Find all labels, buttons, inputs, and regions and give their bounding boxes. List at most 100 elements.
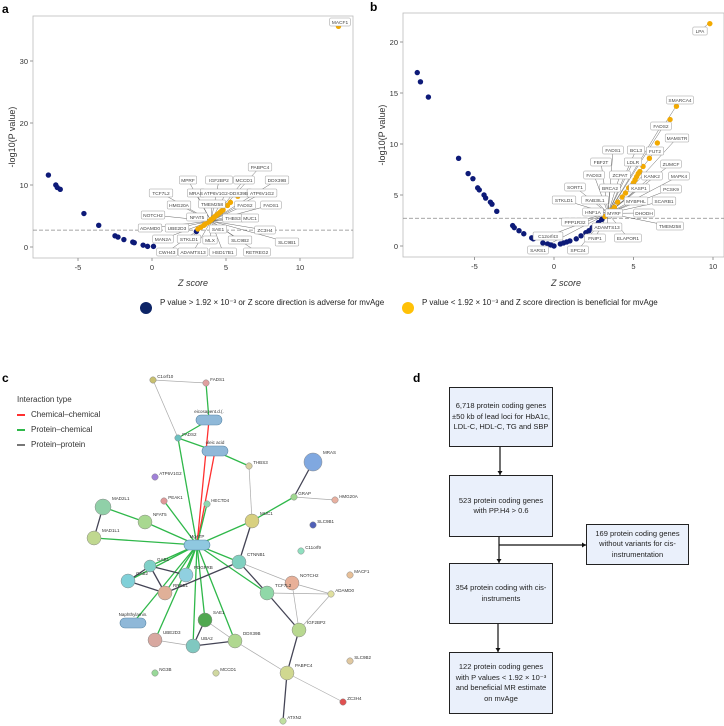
node-label: MUC1 — [260, 511, 273, 516]
edge-PABPC4-ZC3H4 — [286, 672, 344, 703]
beneficial-gene-point — [622, 190, 629, 196]
x-tick-label: 0 — [552, 262, 556, 271]
gene-label-box — [177, 247, 209, 257]
node-label: C1orf10 — [157, 374, 174, 379]
edge-MgATP-RREB1 — [164, 544, 198, 594]
gene-label-box — [591, 222, 623, 232]
edge-TCF7L2-IGF2BP2 — [266, 592, 300, 631]
beneficial-gene-point — [637, 168, 643, 175]
adverse-gene-point — [494, 208, 500, 215]
gene-label: FUT2 — [649, 149, 661, 155]
gene-label-box — [274, 237, 300, 247]
gene-label: BRCA2 — [602, 186, 618, 192]
node-eicosapent.d.(. — [195, 414, 223, 426]
gene-label: TMEM258 — [201, 202, 223, 208]
gene-label: SLC9B2 — [231, 238, 249, 244]
x-tick-label: 0 — [150, 263, 154, 272]
adverse-gene-point — [144, 243, 151, 250]
node-UBA2 — [185, 638, 201, 654]
node-NOTCH2 — [284, 575, 300, 591]
x-tick-label: 5 — [224, 263, 228, 272]
node-PABPC4 — [279, 665, 295, 681]
beneficial-gene-point — [654, 140, 661, 146]
node-TCF7L2 — [259, 585, 275, 601]
y-tick-label: 5 — [394, 191, 398, 200]
adverse-gene-point — [551, 243, 557, 249]
node-DDX39B — [227, 633, 243, 649]
node-MAD1L1 — [86, 530, 102, 546]
x-tick-label: 10 — [709, 262, 717, 271]
gene-label: ELAPOR1 — [617, 236, 639, 242]
panel-a-ylabel: -log10(P value) — [7, 107, 17, 168]
arrow-head — [495, 648, 501, 652]
gene-label: MLX — [205, 238, 216, 244]
legend-label: Chemical–chemical — [31, 410, 101, 419]
gene-label-box — [243, 247, 271, 257]
adverse-gene-point — [57, 186, 63, 193]
node-MgATP — [183, 539, 211, 551]
gene-label: SCARB1 — [654, 199, 674, 205]
node-GRAP — [290, 493, 298, 501]
gene-label-box — [176, 234, 202, 244]
gene-label-box — [656, 221, 684, 231]
gene-label-box — [567, 245, 589, 255]
node-SLC9B2 — [346, 657, 354, 665]
beneficial-gene-point — [227, 199, 234, 206]
gene-label: ATP6V1G2-DDX39B — [204, 191, 248, 197]
gene-label: ADAMTS13 — [594, 225, 620, 231]
edge-NOTCH2-IGF2BP2 — [291, 582, 300, 631]
gene-label-box — [666, 95, 694, 105]
node-C1orf10 — [149, 376, 157, 384]
node-label: GRAP — [298, 491, 311, 496]
gene-label: STKLD1 — [180, 237, 198, 243]
gene-label-box — [564, 182, 586, 192]
node-label: NOTCH2 — [300, 573, 319, 578]
node-label: NFAT5 — [153, 512, 167, 517]
panel-b-ylabel: -log10(P value) — [377, 105, 387, 166]
node-label: SAE1 — [213, 610, 225, 615]
adverse-gene-point — [465, 170, 471, 177]
node-HECTD4 — [203, 500, 211, 508]
panel-label-b: b — [370, 0, 378, 14]
gene-label-box — [246, 188, 278, 198]
y-tick-label: 0 — [394, 242, 398, 251]
gene-label-box — [166, 200, 192, 210]
legend-label: Protein–chemical — [31, 425, 93, 434]
y-tick-label: 10 — [20, 181, 28, 190]
legend-protein-chemical: Protein–chemical — [17, 425, 100, 440]
flow-box-excluded: 169 protein coding genes without variant… — [586, 524, 689, 565]
gene-label: DDX39B — [268, 178, 287, 184]
node-label: NG3B — [159, 667, 171, 672]
node-MCCD1 — [212, 669, 220, 677]
node-label: oleic acid — [206, 440, 225, 445]
node-ZC3H4 — [339, 698, 347, 706]
node-label: MRAS — [323, 450, 336, 455]
panel-label-d: d — [413, 371, 421, 385]
adverse-gene-point — [455, 155, 462, 161]
beneficial-gene-point — [646, 155, 653, 161]
gene-label: LPA — [696, 29, 706, 35]
node-C11orf9 — [297, 547, 305, 555]
gene-label: MPRF — [181, 178, 195, 184]
flowchart-arrows — [495, 447, 586, 652]
node-ATXN2 — [279, 717, 287, 725]
gene-label-box — [260, 200, 282, 210]
gene-label-box — [651, 196, 677, 206]
gene-label: SLC9B1 — [278, 240, 296, 246]
legend-blue-marker — [140, 302, 152, 314]
node-SLC9B1 — [309, 521, 317, 529]
gene-label: MRAS — [189, 191, 203, 197]
node-label: GAB2 — [136, 571, 149, 576]
node-label: UBA2 — [201, 636, 213, 641]
gene-label-box — [233, 175, 255, 185]
gene-label-box — [646, 146, 664, 156]
gene-label-leader — [593, 174, 609, 214]
gene-label: ADAMD0 — [140, 226, 160, 232]
gene-label: FADS1 — [605, 148, 621, 154]
gene-label-box — [148, 188, 174, 198]
gene-label: FBF2T — [594, 160, 609, 166]
gene-label: LDLR — [627, 160, 640, 166]
gene-label-box — [254, 225, 276, 235]
adverse-gene-point — [476, 187, 482, 193]
